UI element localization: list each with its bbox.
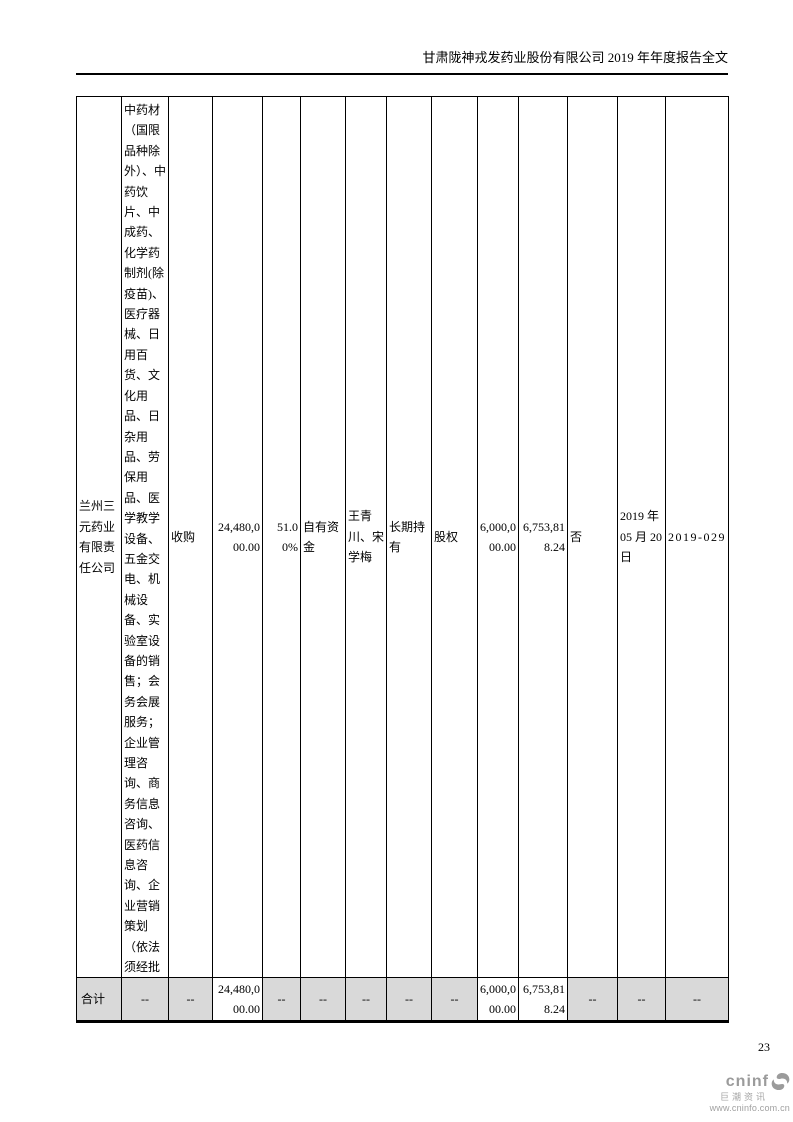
cninfo-logo: cninf 巨潮资讯 www.cninfo.com.cn (710, 1072, 790, 1113)
total-cell-progress: 6,000,000.00 (477, 977, 519, 1023)
cell-partners: 王青川、宋学梅 (345, 96, 387, 978)
total-cell: -- (300, 977, 346, 1023)
cell-ratio: 51.00% (262, 96, 301, 978)
total-cell: -- (345, 977, 387, 1023)
table-row-total: 合计 -- -- 24,480,000.00 -- -- -- -- -- 6,… (76, 977, 729, 1023)
table-row-company: 兰州三元药业有限责任公司 中药材（国限品种除外）、中药饮片、中成药、化学药制剂(… (76, 96, 729, 978)
cell-gain-amount: 6,753,818.24 (518, 96, 568, 978)
total-cell: -- (121, 977, 169, 1023)
page-header: 甘肃陇神戎发药业股份有限公司 2019 年年度报告全文 (76, 50, 728, 75)
cell-progress-amount: 6,000,000.00 (477, 96, 519, 978)
total-cell: -- (665, 977, 729, 1023)
total-cell: -- (168, 977, 213, 1023)
total-label: 合计 (76, 977, 122, 1023)
cninfo-name-text: 巨潮资讯 (719, 1092, 768, 1102)
total-cell: -- (386, 977, 432, 1023)
cell-amount: 24,480,000.00 (212, 96, 263, 978)
cell-business-scope: 中药材（国限品种除外）、中药饮片、中成药、化学药制剂(除疫苗)、医疗器械、日用百… (121, 96, 169, 978)
total-cell: -- (567, 977, 618, 1023)
cell-disclosure-index: 2019-029 (665, 96, 729, 978)
total-cell: -- (431, 977, 478, 1023)
cninfo-brand-text: cninf (725, 1072, 769, 1090)
cell-holding-period: 长期持有 (386, 96, 432, 978)
investment-table: 兰州三元药业有限责任公司 中药材（国限品种除外）、中药饮片、中成药、化学药制剂(… (76, 96, 729, 1023)
cninfo-swirl-icon (769, 1072, 790, 1091)
cell-product-type: 股权 (431, 96, 478, 978)
total-cell-amount: 24,480,000.00 (212, 977, 263, 1023)
cell-company: 兰州三元药业有限责任公司 (76, 96, 122, 978)
total-cell-gain: 6,753,818.24 (518, 977, 568, 1023)
cninfo-url-text: www.cninfo.com.cn (709, 1103, 790, 1113)
cell-litigation: 否 (567, 96, 618, 978)
cell-funding-source: 自有资金 (300, 96, 346, 978)
cell-method: 收购 (168, 96, 213, 978)
total-cell: -- (617, 977, 666, 1023)
page-header-title: 甘肃陇神戎发药业股份有限公司 2019 年年度报告全文 (422, 50, 728, 65)
page-number: 23 (758, 1040, 770, 1054)
cell-disclosure-date: 2019 年 05 月 20 日 (617, 96, 666, 978)
business-scope-text: 中药材（国限品种除外）、中药饮片、中成药、化学药制剂(除疫苗)、医疗器械、日用百… (124, 103, 166, 974)
cninfo-brand-row: cninf (710, 1072, 790, 1091)
total-cell: -- (262, 977, 301, 1023)
